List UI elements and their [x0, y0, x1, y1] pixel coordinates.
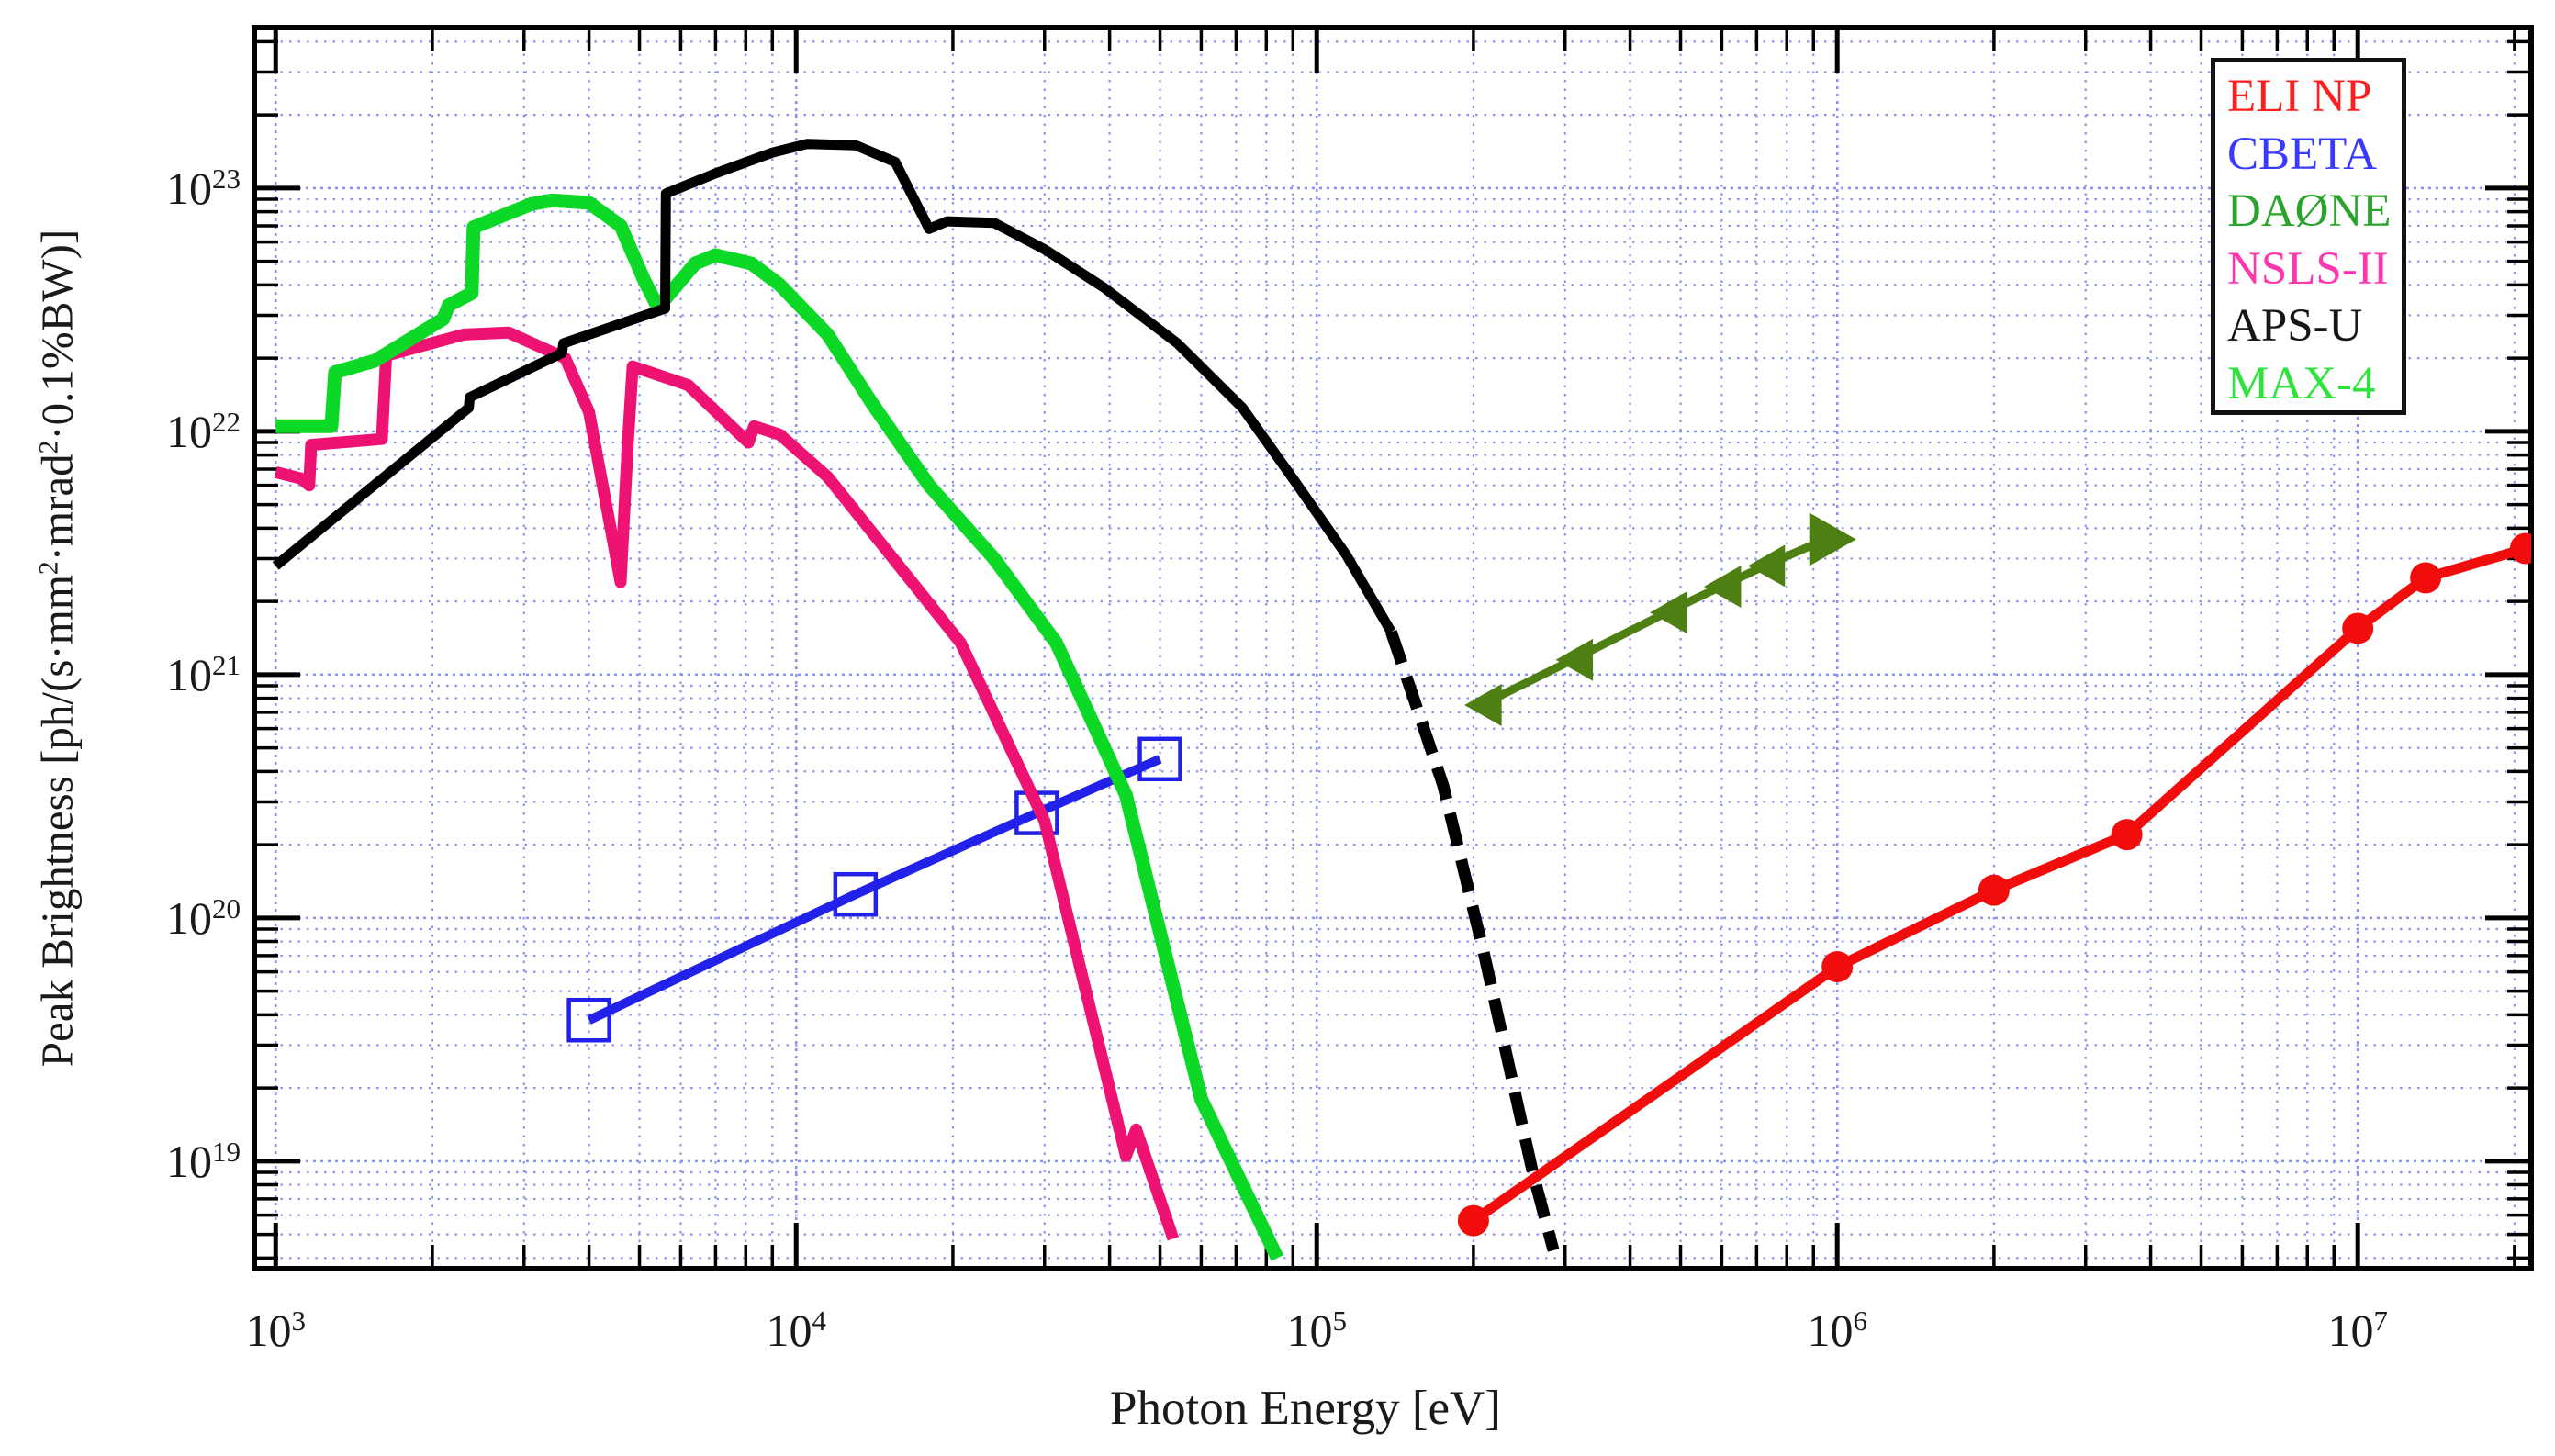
legend-item-eli-np: ELI NP [2227, 71, 2372, 122]
curve-line [587, 755, 1162, 1025]
axis-ticks [254, 28, 2531, 1269]
curve-nsls-ii [274, 326, 1180, 1241]
curve-line [275, 193, 1284, 1261]
legend-item-aps-u: APS-U [2227, 300, 2363, 352]
curve-max-4 [275, 193, 1284, 1261]
triangle-left-marker [1650, 591, 1687, 634]
data-point-marker [2342, 612, 2374, 644]
x-tick-label-1e7: 107 [2327, 1304, 2388, 1356]
y-tick-label-1e20: 1020 [166, 891, 241, 944]
curve-line [274, 326, 1180, 1241]
x-axis-title: Photon Energy [eV] [1110, 1382, 1501, 1435]
legend-item-cbeta: CBETA [2227, 128, 2378, 180]
curve-da-ne [1464, 512, 1856, 726]
data-point-marker [1821, 951, 1854, 983]
y-tick-label-1e21: 1021 [166, 648, 241, 700]
triangle-left-marker [1703, 566, 1742, 609]
triangle-left-marker [1747, 544, 1786, 588]
y-tick-label-1e23: 1023 [166, 162, 241, 214]
data-point-marker [1457, 1204, 1489, 1237]
legend-item-nsls-ii: NSLS-II [2227, 242, 2389, 295]
series-layer [272, 139, 2531, 1261]
y-axis-title: Peak Brightness [ph/(s·mm2·mrad2·0.1%BW)… [31, 229, 83, 1068]
data-point-marker [833, 871, 879, 917]
x-tick-label-1e3: 103 [245, 1304, 306, 1356]
legend-item-max-4: MAX-4 [2227, 357, 2376, 409]
curve-aps-u [272, 139, 1560, 1252]
y-tick-label-1e22: 1022 [166, 405, 241, 457]
x-tick-label-1e4: 104 [766, 1304, 826, 1356]
curve-line [272, 139, 1396, 634]
data-point-marker [2509, 532, 2531, 565]
curve-eli-np [1457, 532, 2531, 1237]
triangle-left-marker [1555, 638, 1594, 681]
triangle-left-marker [1464, 683, 1502, 726]
legend-item-da-ne: DAØNE [2227, 185, 2392, 237]
data-point-marker [2111, 819, 2143, 851]
legend-box: ELI NP CBETA DAØNE NSLS-II APS-U MAX-4 [2211, 58, 2406, 415]
y-tick-label-1e19: 1019 [166, 1135, 241, 1187]
data-point-marker [2410, 562, 2442, 594]
curve-line-dashed [1385, 630, 1560, 1252]
arrow-right-marker [1809, 512, 1856, 566]
x-tick-label-1e5: 105 [1286, 1304, 1347, 1356]
data-point-marker [1137, 736, 1182, 782]
x-tick-label-1e6: 106 [1807, 1304, 1867, 1356]
plot-frame [252, 25, 2534, 1271]
data-point-marker [1978, 874, 2010, 906]
data-point-marker [566, 997, 611, 1043]
